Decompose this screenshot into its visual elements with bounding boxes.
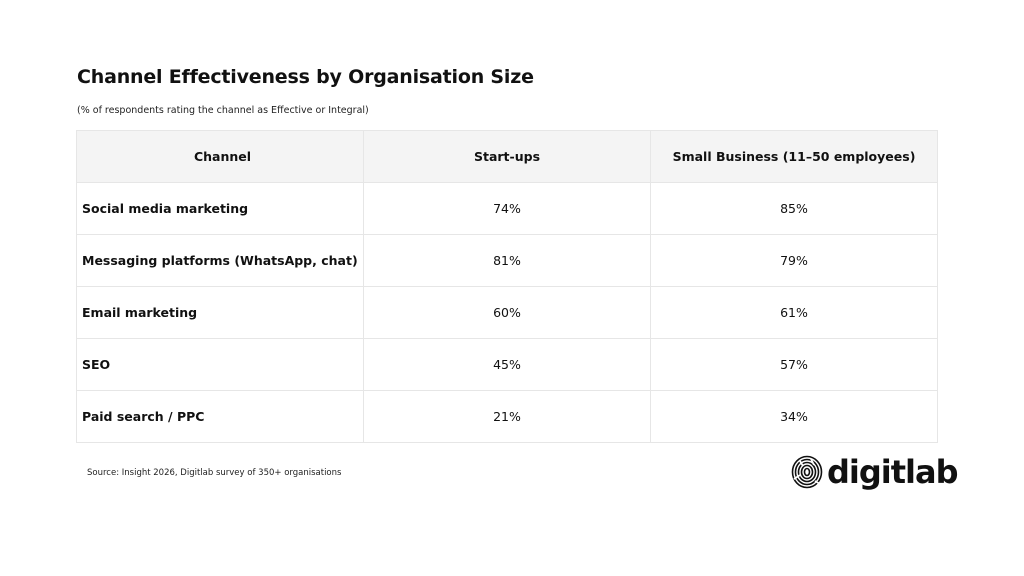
table-row: Messaging platforms (WhatsApp, chat) 81%…	[76, 234, 938, 287]
small-business-cell: 34%	[650, 390, 938, 443]
table-row: Email marketing 60% 61%	[76, 286, 938, 339]
table-row: Social media marketing 74% 85%	[76, 182, 938, 235]
data-table: Channel Start-ups Small Business (11–50 …	[76, 130, 938, 443]
page-subtitle: (% of respondents rating the channel as …	[77, 105, 369, 116]
small-business-cell: 57%	[650, 338, 938, 391]
startups-cell: 21%	[363, 390, 651, 443]
channel-cell: Social media marketing	[76, 182, 364, 235]
column-header-channel: Channel	[76, 130, 364, 183]
channel-cell: Messaging platforms (WhatsApp, chat)	[76, 234, 364, 287]
small-business-cell: 61%	[650, 286, 938, 339]
source-note: Source: Insight 2026, Digitlab survey of…	[87, 468, 342, 478]
page-title: Channel Effectiveness by Organisation Si…	[77, 66, 534, 88]
startups-cell: 60%	[363, 286, 651, 339]
logo-wordmark: digitlab	[827, 453, 959, 491]
startups-cell: 74%	[363, 182, 651, 235]
table-row: Paid search / PPC 21% 34%	[76, 390, 938, 443]
startups-cell: 81%	[363, 234, 651, 287]
table-row: SEO 45% 57%	[76, 338, 938, 391]
column-header-small-business: Small Business (11–50 employees)	[650, 130, 938, 183]
fingerprint-icon	[791, 455, 823, 489]
startups-cell: 45%	[363, 338, 651, 391]
small-business-cell: 79%	[650, 234, 938, 287]
channel-cell: SEO	[76, 338, 364, 391]
brand-logo: digitlab	[791, 453, 959, 491]
channel-cell: Email marketing	[76, 286, 364, 339]
channel-cell: Paid search / PPC	[76, 390, 364, 443]
column-header-startups: Start-ups	[363, 130, 651, 183]
table-header-row: Channel Start-ups Small Business (11–50 …	[76, 130, 938, 183]
small-business-cell: 85%	[650, 182, 938, 235]
